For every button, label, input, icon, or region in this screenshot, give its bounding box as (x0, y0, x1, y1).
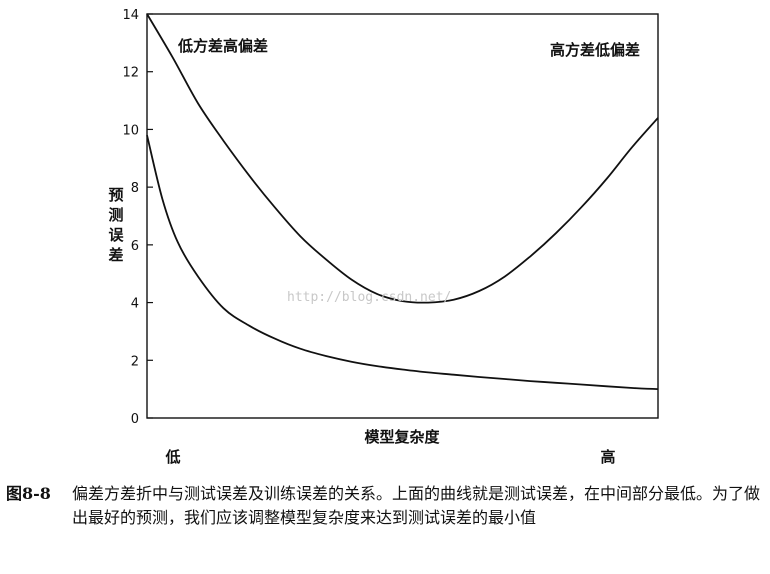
y-tick-label: 10 (122, 123, 139, 138)
y-tick-label: 0 (131, 412, 139, 427)
y-axis-label-char: 预 (108, 186, 123, 204)
test-error-curve (146, 13, 659, 304)
annotation-low-variance-high-bias: 低方差高偏差 (177, 37, 268, 55)
train-error-curve (146, 134, 659, 390)
y-tick-label: 4 (131, 297, 139, 312)
curves (146, 13, 659, 390)
y-tick-label: 12 (122, 66, 139, 81)
x-tick-label-high: 高 (600, 448, 615, 466)
caption-text: 偏差方差折中与测试误差及训练误差的关系。上面的曲线就是测试误差，在中间部分最低。… (72, 484, 761, 527)
y-tick-label: 8 (131, 181, 139, 196)
x-tick-label-low: 低 (164, 448, 180, 466)
x-axis-label: 模型复杂度 (364, 428, 440, 446)
y-axis-label-char: 误 (108, 226, 124, 244)
figure-number: 图8-8 (6, 484, 51, 503)
y-axis-label-char: 差 (108, 246, 123, 264)
y-tick-label: 6 (131, 239, 139, 254)
y-tick-label: 2 (131, 354, 139, 369)
y-tick-label: 14 (122, 8, 139, 23)
figure-caption: 图8-8 偏差方差折中与测试误差及训练误差的关系。上面的曲线就是测试误差，在中间… (6, 482, 766, 530)
chart: 0 2 4 6 8 10 12 14 低方差高偏差 高方差低偏差 http://blog.cs… (108, 8, 659, 466)
y-axis-label-char: 测 (108, 206, 123, 224)
annotation-high-variance-low-bias: 高方差低偏差 (550, 41, 640, 59)
plot-frame (146, 13, 659, 419)
y-axis-ticks: 0 2 4 6 8 10 12 14 (122, 8, 153, 427)
watermark: http://blog.csdn.net/ (287, 290, 451, 305)
